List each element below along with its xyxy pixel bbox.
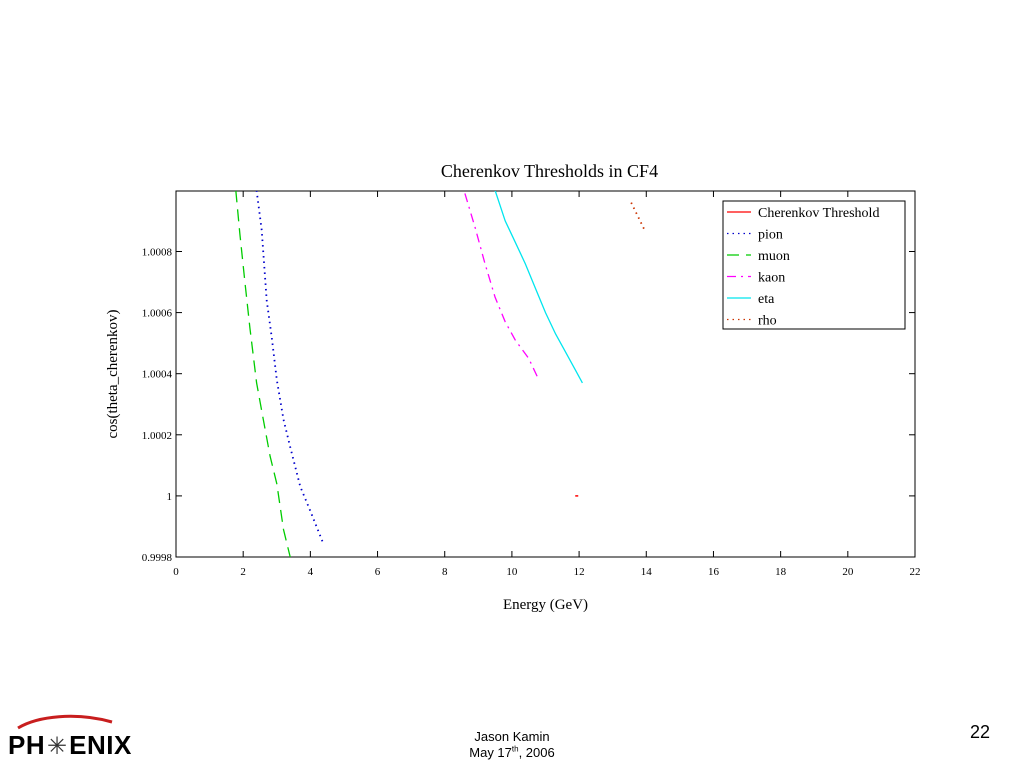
star-icon: ✳ bbox=[46, 733, 68, 760]
legend-label-kaon: kaon bbox=[758, 271, 785, 286]
legend-label-muon: muon bbox=[758, 249, 790, 264]
y-axis-label: cos(theta_cherenkov) bbox=[105, 309, 121, 438]
logo-arc-icon bbox=[17, 714, 113, 730]
x-axis-label: Energy (GeV) bbox=[503, 597, 588, 613]
x-tick-label: 4 bbox=[308, 566, 314, 578]
x-tick-label: 22 bbox=[910, 566, 921, 578]
legend-label-pion: pion bbox=[758, 228, 783, 243]
x-tick-label: 8 bbox=[442, 566, 448, 578]
y-tick-label: 0.9998 bbox=[142, 552, 173, 564]
legend-box bbox=[722, 200, 906, 330]
phenix-logo: PH✳ENIX bbox=[6, 712, 146, 764]
y-tick-label: 1.0006 bbox=[142, 308, 173, 320]
footer-date-sup: th bbox=[511, 744, 519, 754]
series-eta-line bbox=[494, 191, 583, 384]
y-tick-label: 1 bbox=[167, 491, 173, 503]
series-kaon-line bbox=[464, 193, 540, 381]
y-tick-label: 1.0002 bbox=[142, 430, 172, 442]
x-tick-label: 10 bbox=[506, 566, 518, 578]
footer-author-date: Jason Kamin May 17th, 2006 bbox=[412, 729, 612, 761]
series-muon-line bbox=[235, 191, 291, 557]
legend-label-cherenkov-threshold: Cherenkov Threshold bbox=[758, 206, 879, 221]
x-tick-label: 14 bbox=[641, 566, 653, 578]
x-tick-label: 20 bbox=[842, 566, 854, 578]
x-tick-label: 16 bbox=[708, 566, 720, 578]
footer-date-prefix: May 17 bbox=[469, 745, 512, 760]
page-number: 22 bbox=[969, 722, 990, 742]
footer-date: May 17th, 2006 bbox=[412, 745, 612, 761]
chart-area: Cherenkov Thresholds in CF4 0 2 4 6 8 10 12 14 16… bbox=[105, 161, 921, 613]
logo-text-right: ENIX bbox=[69, 730, 132, 760]
legend-label-eta: eta bbox=[758, 292, 775, 307]
x-tick-label: 6 bbox=[375, 566, 381, 578]
y-tick-label: 1.0004 bbox=[142, 369, 173, 381]
x-tick-label: 12 bbox=[574, 566, 585, 578]
y-tick-label: 1.0008 bbox=[142, 246, 173, 258]
logo-text-left: PH bbox=[8, 730, 46, 760]
footer-author: Jason Kamin bbox=[474, 729, 550, 744]
logo-text: PH✳ENIX bbox=[8, 730, 132, 761]
footer-date-suffix: , 2006 bbox=[518, 745, 555, 760]
x-tick-label: 18 bbox=[775, 566, 787, 578]
chart-title: Cherenkov Thresholds in CF4 bbox=[441, 161, 658, 181]
series-rho-line bbox=[630, 202, 646, 231]
chart-svg: Cherenkov Thresholds in CF4 0 2 4 6 8 10 12 14 16… bbox=[105, 161, 921, 613]
series-pion-line bbox=[255, 191, 325, 546]
legend-label-rho: rho bbox=[758, 314, 777, 329]
x-tick-label: 2 bbox=[240, 566, 246, 578]
x-tick-label: 0 bbox=[173, 566, 179, 578]
